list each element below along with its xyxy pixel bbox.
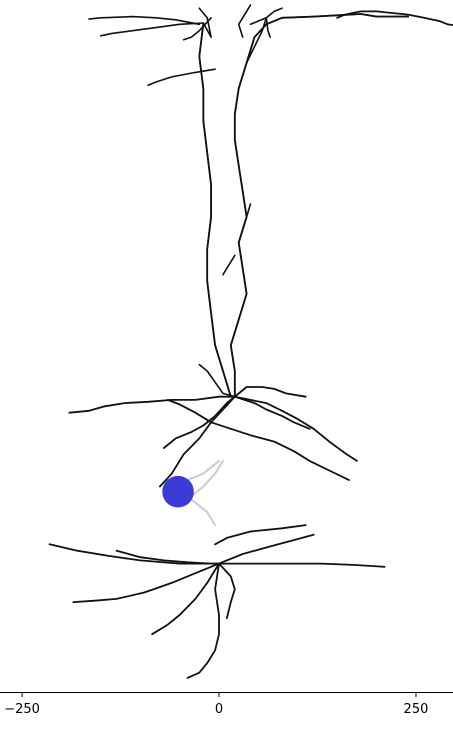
dendrite-segment: [237, 203, 252, 244]
dendrite-branch: [159, 395, 236, 488]
dendrite-branch: [233, 386, 307, 398]
dendrite-branch: [68, 395, 236, 414]
dendrite-branch: [229, 427, 350, 481]
dendrite-branch: [218, 562, 236, 620]
dendrite-branch: [72, 562, 220, 603]
dendrite-branch: [233, 395, 311, 430]
dendrite-branch: [336, 10, 453, 27]
dendrite-segment: [230, 13, 409, 398]
electrode-layer: [162, 475, 194, 508]
dendrite-segment: [198, 363, 236, 398]
dendrite-branch: [115, 549, 220, 565]
morphology-layer: [48, 4, 453, 679]
dendrite-branch: [218, 533, 315, 565]
faded-process: [190, 498, 217, 527]
dendrite-segment: [198, 23, 232, 398]
dendrite-segment: [182, 17, 212, 41]
x-tick-label: 0: [215, 702, 223, 717]
dendrite-branch: [166, 399, 232, 430]
dendrite-segment: [198, 7, 212, 38]
dendrite-branch: [214, 524, 307, 546]
dendrite-segment: [222, 254, 236, 276]
dendrite-segment: [249, 17, 271, 38]
electrode-marker: [162, 475, 194, 508]
dendrite-segment: [147, 68, 216, 87]
dendrite-branch: [233, 395, 358, 462]
dendrite-segment: [100, 22, 205, 37]
dendrite-branch: [229, 13, 409, 398]
dendrite-segment: [88, 15, 201, 26]
dendrite-branch: [163, 395, 236, 449]
dendrite-branch: [186, 562, 220, 679]
x-tick-label: 250: [404, 702, 429, 717]
x-axis: −250 0 250: [0, 692, 453, 717]
dendrite-segment: [237, 4, 252, 38]
dendrite-segment: [245, 7, 283, 64]
x-tick-label: −250: [4, 702, 40, 717]
dendrite-branch: [151, 562, 220, 636]
dendrite-branch: [218, 562, 386, 568]
faded-process: [186, 459, 220, 482]
dendrite-branch: [48, 543, 220, 565]
faded-process: [186, 459, 224, 501]
